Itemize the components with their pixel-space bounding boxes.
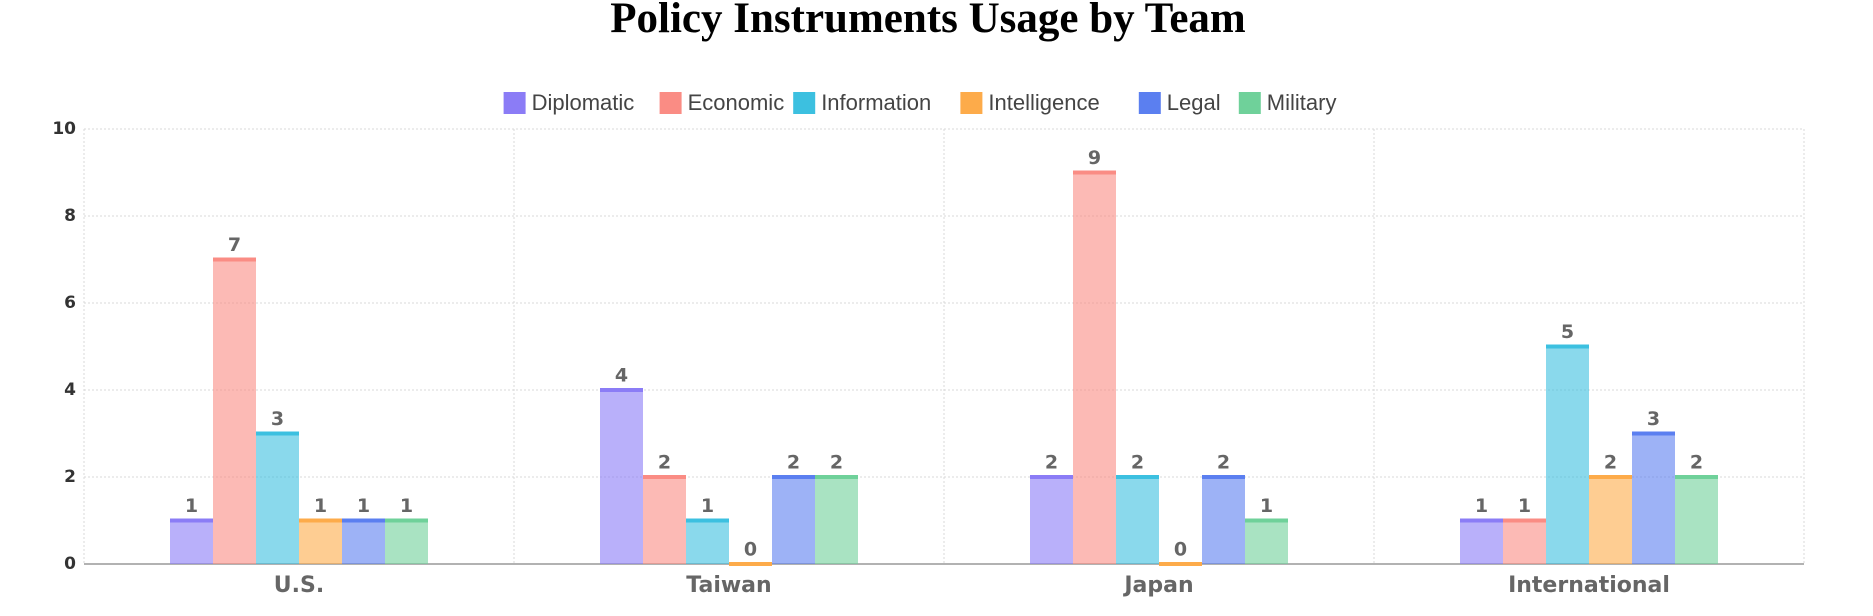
legend-label: Military	[1267, 90, 1337, 115]
bar	[815, 477, 858, 564]
bar	[1503, 520, 1546, 564]
y-tick-label: 6	[64, 293, 76, 313]
value-label: 1	[1518, 495, 1531, 517]
y-tick-label: 0	[64, 554, 76, 574]
value-label: 2	[830, 452, 843, 474]
value-label: 2	[1690, 452, 1703, 474]
value-label: 4	[615, 365, 628, 387]
value-label: 1	[1475, 495, 1488, 517]
bar	[299, 520, 342, 564]
legend-swatch	[1138, 92, 1161, 114]
value-label: 1	[314, 495, 327, 517]
bar	[600, 390, 643, 564]
value-label: 0	[1174, 539, 1187, 561]
value-label: 3	[271, 408, 284, 430]
value-label: 2	[787, 452, 800, 474]
bar	[643, 477, 686, 564]
legend-label: Economic	[688, 90, 785, 115]
legend-label: Intelligence	[988, 90, 1099, 115]
bar	[1589, 477, 1632, 564]
value-label: 1	[1260, 495, 1273, 517]
value-label: 1	[357, 495, 370, 517]
x-tick-label: U.S.	[274, 573, 324, 598]
bar	[1675, 477, 1718, 564]
value-label: 7	[228, 234, 241, 256]
value-label: 2	[1604, 452, 1617, 474]
bar	[772, 477, 815, 564]
y-tick-label: 2	[64, 467, 76, 487]
legend-swatch	[1238, 92, 1261, 114]
bar	[1245, 520, 1288, 564]
bar	[686, 520, 729, 564]
bar	[342, 520, 385, 564]
y-tick-label: 10	[52, 119, 76, 139]
legend-label: Information	[821, 90, 931, 115]
value-label: 1	[185, 495, 198, 517]
bar	[256, 433, 299, 564]
legend-swatch	[659, 92, 682, 114]
bar	[1460, 520, 1503, 564]
value-label: 2	[1217, 452, 1230, 474]
x-tick-label: Japan	[1122, 573, 1193, 598]
y-tick-label: 8	[64, 206, 76, 226]
value-label: 1	[400, 495, 413, 517]
bar	[1546, 346, 1589, 564]
value-label: 9	[1088, 147, 1101, 169]
bar	[1202, 477, 1245, 564]
value-label: 0	[744, 539, 757, 561]
x-tick-label: International	[1508, 573, 1670, 598]
legend-swatch	[503, 92, 526, 114]
value-label: 3	[1647, 408, 1660, 430]
bar	[170, 520, 213, 564]
chart-title: Policy Instruments Usage by Team	[610, 0, 1246, 42]
bar	[1030, 477, 1073, 564]
value-label: 1	[701, 495, 714, 517]
bar	[385, 520, 428, 564]
bar	[1632, 433, 1675, 564]
value-label: 5	[1561, 321, 1574, 343]
y-tick-label: 4	[64, 380, 76, 400]
x-tick-label: Taiwan	[686, 573, 771, 598]
bar	[213, 259, 256, 564]
value-label: 2	[1045, 452, 1058, 474]
legend-swatch	[960, 92, 983, 114]
value-label: 2	[658, 452, 671, 474]
value-label: 2	[1131, 452, 1144, 474]
legend-swatch	[793, 92, 816, 114]
bar	[1073, 172, 1116, 564]
legend-label: Legal	[1167, 90, 1221, 115]
legend-label: Diplomatic	[532, 90, 635, 115]
bar	[1116, 477, 1159, 564]
